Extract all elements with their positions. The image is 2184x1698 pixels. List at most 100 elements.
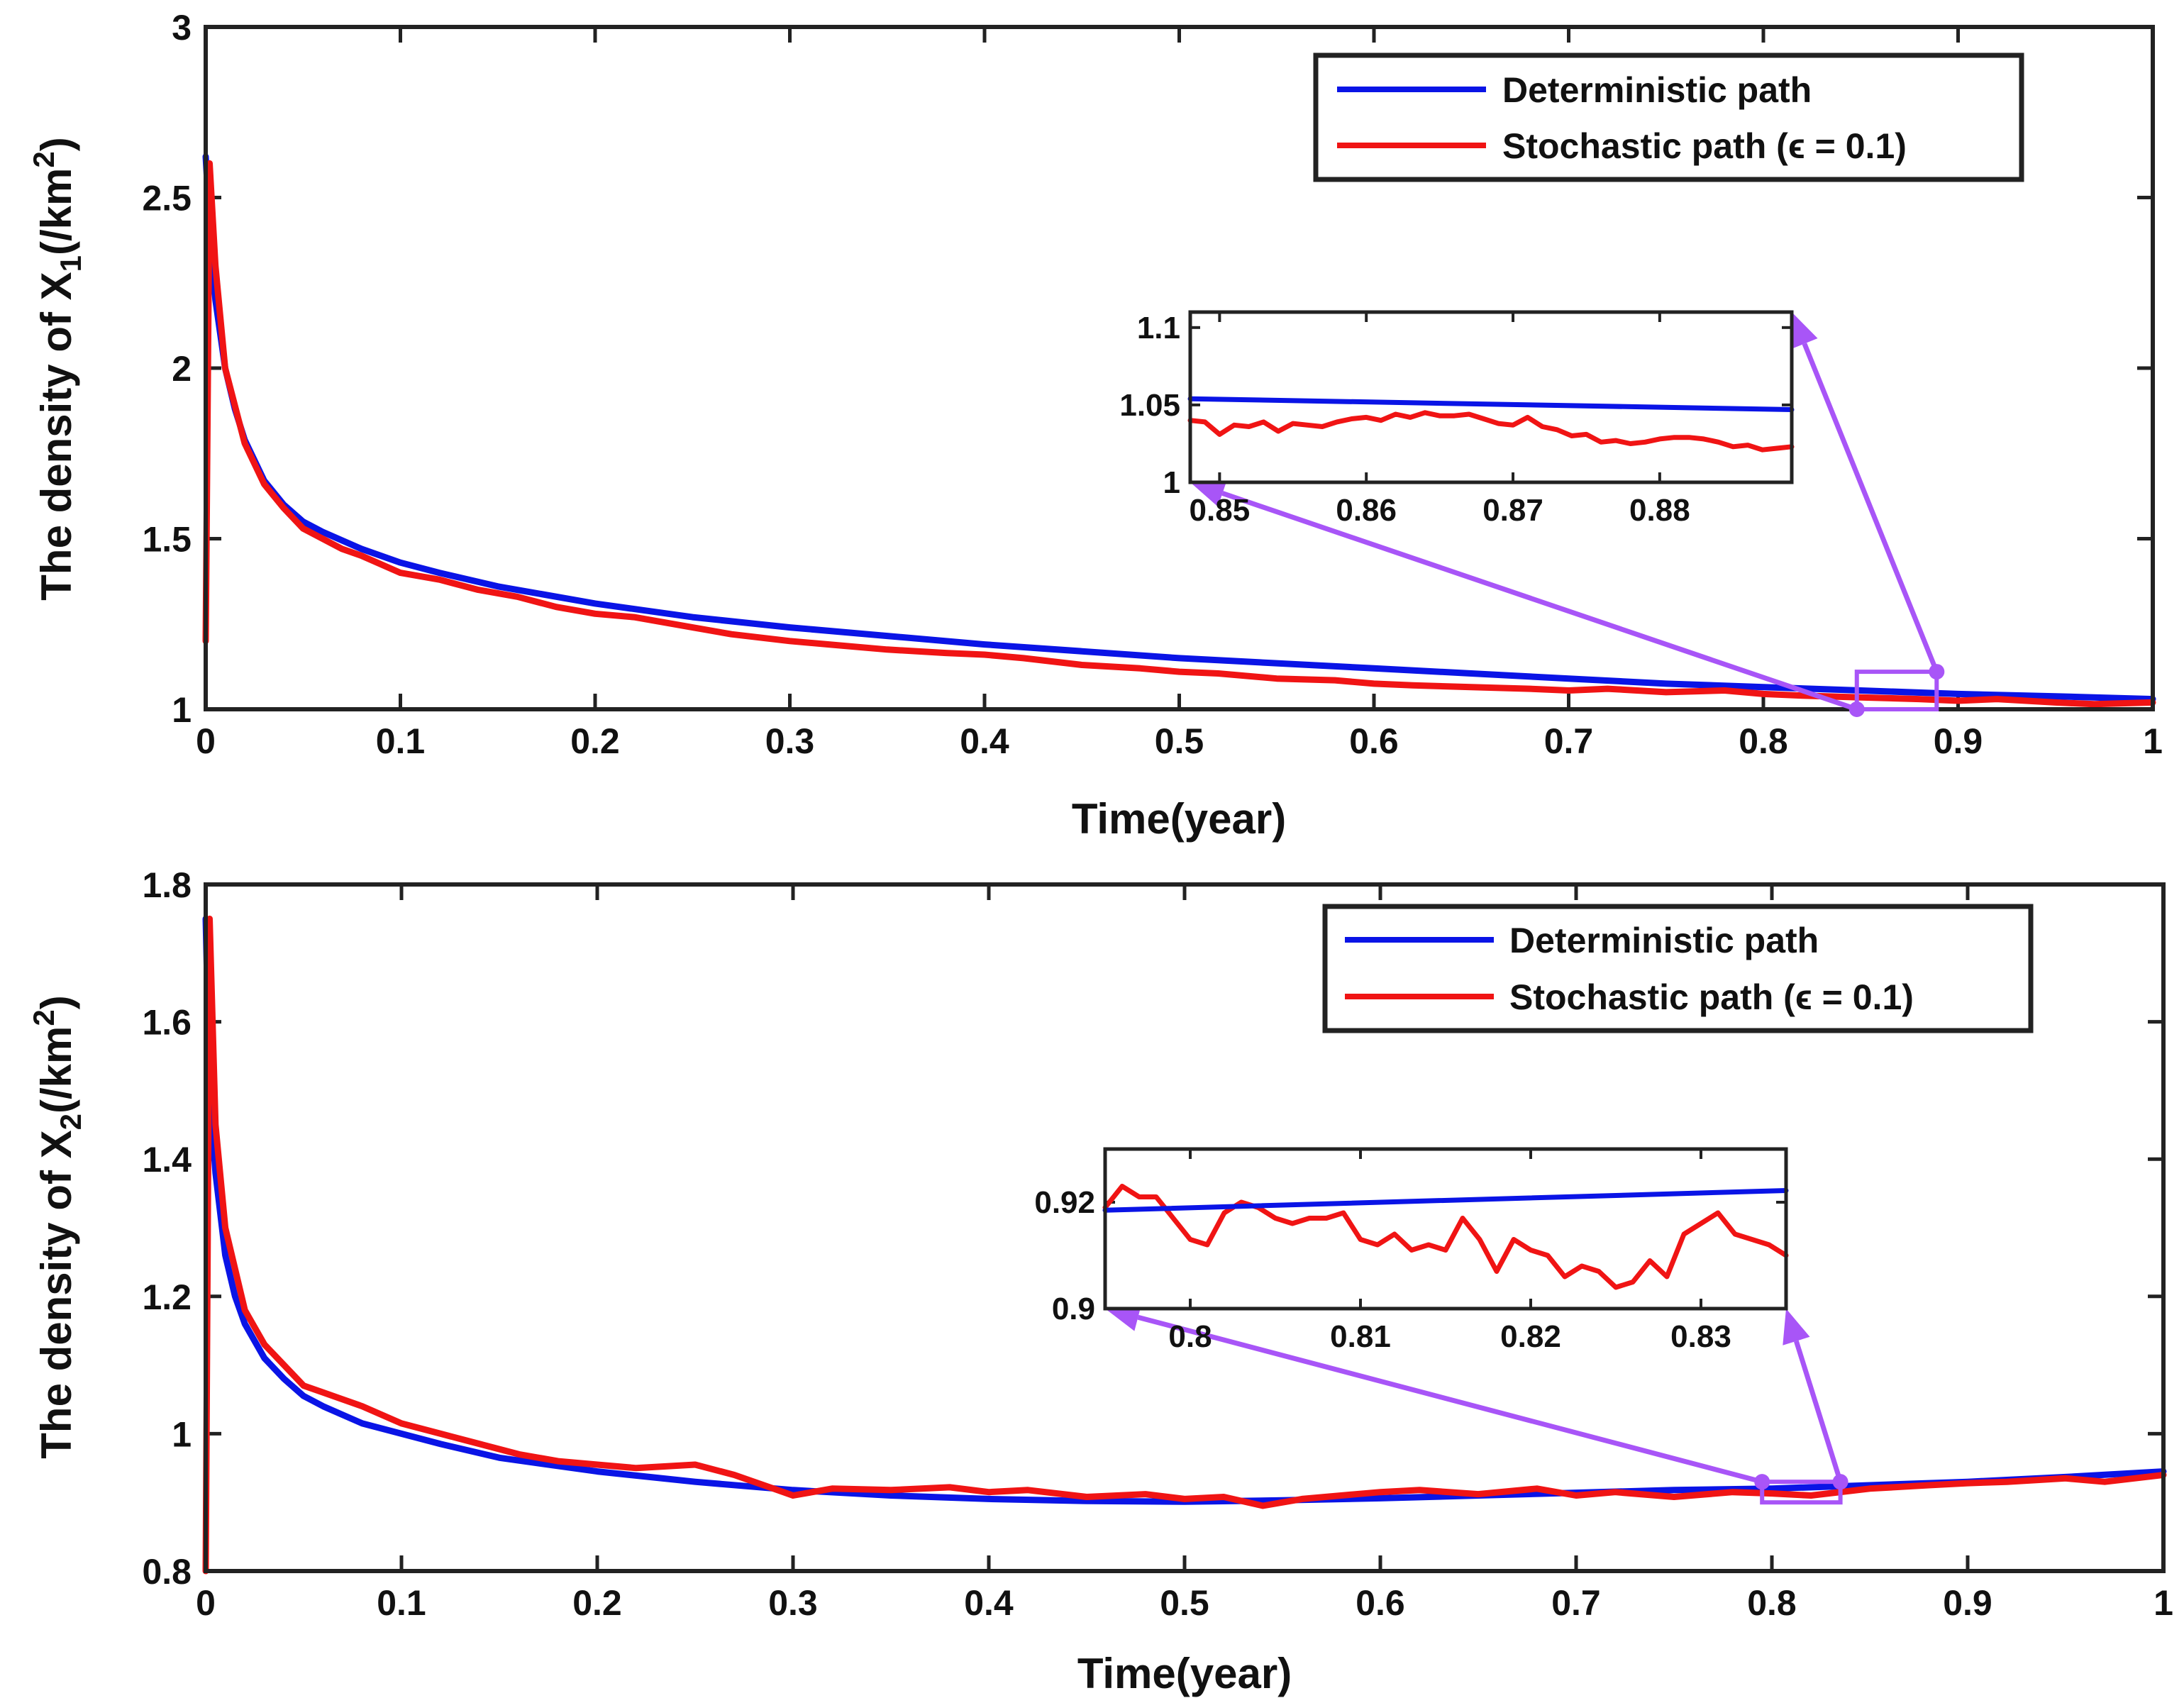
top-x-tick-label: 0.8	[1739, 721, 1788, 761]
bottom-inset-stochastic-line	[1102, 1184, 1789, 1290]
bottom-connector-left-line	[1137, 1314, 1763, 1485]
top-axes-frame	[204, 25, 2155, 711]
bottom-legend-label-stochastic: Stochastic path (ϵ = 0.1)	[1509, 977, 1914, 1017]
top-inset-series	[1187, 396, 1795, 453]
top-legend-label-stochastic: Stochastic path (ϵ = 0.1)	[1502, 126, 1907, 166]
bottom-y-tick-labels: 0.8 1 1.2 1.4 1.6 1.8	[142, 865, 192, 1592]
bottom-inset: 0.8 0.81 0.82 0.83 0.9 0.92	[1034, 1147, 1789, 1354]
top-y-tick-label: 1.5	[142, 520, 192, 560]
top-inset-x-tick-label: 0.86	[1336, 493, 1397, 528]
top-inset-x-tick-label: 0.88	[1629, 493, 1690, 528]
top-y-tick-labels: 1 1.5 2 2.5 3	[142, 8, 192, 730]
bottom-zoom-box	[1760, 1480, 1843, 1505]
bottom-legend: Deterministic path Stochastic path (ϵ = …	[1322, 904, 2034, 1033]
bottom-x-tick-label: 1	[2153, 1583, 2173, 1623]
bottom-inset-deterministic-line	[1102, 1188, 1789, 1213]
bottom-inset-x-tick-labels: 0.8 0.81 0.82 0.83	[1168, 1319, 1731, 1354]
top-inset-x-tick-labels: 0.85 0.86 0.87 0.88	[1190, 493, 1690, 528]
bottom-inset-x-tick-label: 0.82	[1500, 1319, 1561, 1354]
bottom-inset-series	[1102, 1184, 1789, 1290]
top-inset-y-tick-labels: 1 1.05 1.1	[1119, 311, 1180, 500]
top-x-axis-label: Time(year)	[1072, 795, 1286, 843]
bottom-x-tick-label: 0.5	[1160, 1583, 1209, 1623]
top-connector-right-head	[1791, 312, 1818, 349]
bottom-connector-right-head	[1783, 1309, 1810, 1345]
bottom-panel: 0 0.1 0.2 0.3 0.4 0.5 0.6 0.7 0.8 0.9 1 0.811.21.4…	[27, 865, 2173, 1697]
top-inset-frame	[1188, 310, 1794, 484]
bottom-y-tick-label: 1.6	[142, 1003, 192, 1043]
bottom-legend-label-deterministic: Deterministic path	[1509, 921, 1819, 960]
bottom-x-axis-label: Time(year)	[1077, 1650, 1292, 1697]
top-x-tick-label: 0.7	[1544, 721, 1594, 761]
top-inset-x-tick-label: 0.85	[1190, 493, 1251, 528]
bottom-y-tick-label: 1.2	[142, 1277, 192, 1317]
bottom-inset-x-tick-label: 0.81	[1330, 1319, 1391, 1354]
bottom-series	[202, 915, 2167, 1575]
top-legend-box	[1313, 52, 2024, 182]
bottom-x-tick-label: 0	[196, 1583, 216, 1623]
top-x-tick-label: 0.4	[960, 721, 1009, 761]
top-y-tick-label: 1	[172, 690, 192, 730]
top-y-tick-label: 2	[172, 349, 192, 389]
bottom-x-tick-label: 0.4	[964, 1583, 1014, 1623]
bottom-legend-box	[1322, 904, 2034, 1033]
top-x-tick-label: 1	[2143, 721, 2163, 761]
top-panel: 0 0.1 0.2 0.3 0.4 0.5 0.6 0.7 0.8 0.9 1 11.522.53 …	[27, 8, 2163, 843]
top-y-tick-label: 3	[172, 8, 192, 48]
top-inset-x-tick-label: 0.87	[1482, 493, 1543, 528]
top-legend-label-deterministic: Deterministic path	[1502, 70, 1812, 110]
top-connector-right-line	[1802, 343, 1939, 673]
bottom-x-tick-label: 0.9	[1943, 1583, 1992, 1623]
bottom-connector-right-line	[1794, 1340, 1843, 1483]
top-connector-left-head	[1190, 479, 1227, 507]
top-inset: 0.85 0.86 0.87 0.88 1 1.05 1.1	[1119, 310, 1795, 528]
top-series	[202, 153, 2156, 708]
bottom-x-tick-label: 0.3	[768, 1583, 818, 1623]
top-inset-stochastic-line	[1187, 410, 1795, 453]
bottom-x-tick-label: 0.6	[1356, 1583, 1405, 1623]
bottom-y-tick-label: 0.8	[142, 1552, 192, 1592]
bottom-axes-frame	[204, 882, 2166, 1573]
top-x-tick-labels: 0 0.1 0.2 0.3 0.4 0.5 0.6 0.7 0.8 0.9 1	[196, 721, 2163, 761]
top-inset-deterministic-line	[1187, 396, 1795, 412]
bottom-x-tick-label: 0.1	[377, 1583, 426, 1623]
top-inset-background	[1190, 312, 1792, 482]
bottom-inset-x-tick-label: 0.8	[1168, 1319, 1212, 1354]
bottom-stochastic-line	[202, 915, 2167, 1575]
top-stochastic-line	[202, 160, 2156, 708]
bottom-inset-x-tick-label: 0.83	[1670, 1319, 1731, 1354]
top-inset-y-tick-label: 1.05	[1119, 388, 1180, 423]
top-connector-left-line	[1221, 491, 1858, 712]
top-x-tick-label: 0.5	[1155, 721, 1204, 761]
top-inset-y-tick-label: 1.1	[1137, 311, 1180, 345]
bottom-y-axis-label: The density of X2(/km2)	[27, 995, 87, 1458]
top-y-axis-label: The density of X1(/km2)	[27, 137, 87, 600]
top-x-tick-label: 0.2	[570, 721, 620, 761]
bottom-y-tick-label: 1	[172, 1414, 192, 1454]
top-y-tick-label: 2.5	[142, 179, 192, 218]
bottom-zoom-connectors	[1105, 1303, 1848, 1490]
top-x-tick-label: 0.6	[1349, 721, 1399, 761]
top-x-tick-label: 0.9	[1934, 721, 1983, 761]
bottom-x-tick-label: 0.7	[1551, 1583, 1601, 1623]
bottom-x-tick-labels: 0 0.1 0.2 0.3 0.4 0.5 0.6 0.7 0.8 0.9 1	[196, 1583, 2173, 1623]
bottom-y-tick-label: 1.8	[142, 865, 192, 905]
bottom-y-tick-label: 1.4	[142, 1140, 192, 1180]
bottom-inset-y-tick-label: 0.9	[1052, 1292, 1095, 1326]
top-x-tick-label: 0.1	[376, 721, 426, 761]
bottom-inset-background	[1105, 1149, 1786, 1309]
top-x-tick-label: 0.3	[765, 721, 815, 761]
top-zoom-box	[1854, 670, 1939, 712]
top-inset-y-tick-label: 1	[1163, 465, 1180, 500]
bottom-inset-frame	[1103, 1147, 1788, 1311]
top-x-tick-label: 0	[196, 721, 216, 761]
bottom-connector-left-head	[1105, 1303, 1142, 1331]
bottom-inset-y-tick-label: 0.92	[1034, 1185, 1095, 1220]
bottom-deterministic-line	[202, 915, 2167, 1505]
bottom-x-tick-label: 0.8	[1747, 1583, 1797, 1623]
top-zoom-connectors	[1190, 312, 1945, 717]
top-legend: Deterministic path Stochastic path (ϵ = …	[1313, 52, 2024, 182]
bottom-x-tick-label: 0.2	[572, 1583, 622, 1623]
bottom-inset-y-tick-labels: 0.9 0.92	[1034, 1185, 1095, 1326]
